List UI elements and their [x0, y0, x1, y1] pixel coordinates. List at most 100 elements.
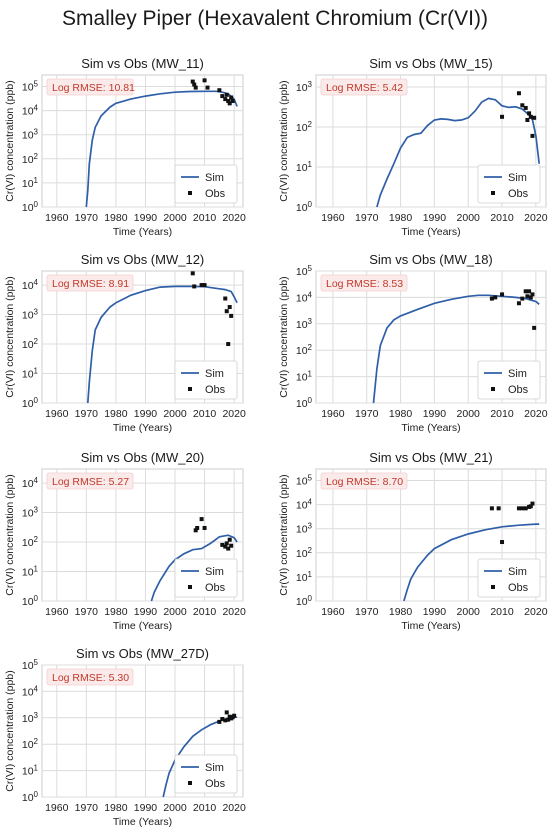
- x-tick-label: 1960: [321, 212, 345, 224]
- obs-point: [202, 78, 207, 83]
- x-tick-label: 2010: [193, 802, 217, 814]
- x-axis-label: Time (Years): [113, 816, 172, 828]
- obs-point: [493, 295, 498, 300]
- obs-point: [496, 506, 501, 511]
- obs-point: [229, 95, 234, 100]
- obs-point: [516, 91, 521, 96]
- x-tick-label: 2020: [222, 212, 246, 224]
- obs-point: [223, 718, 228, 723]
- obs-point: [229, 543, 234, 548]
- obs-point: [227, 101, 232, 106]
- x-tick-label: 1970: [355, 606, 379, 618]
- y-axis-label: Cr(VI) concentration (ppb): [278, 80, 290, 201]
- x-tick-label: 1980: [389, 606, 413, 618]
- x-tick-label: 2000: [163, 408, 187, 420]
- x-axis-label: Time (Years): [113, 226, 172, 238]
- obs-point: [190, 79, 195, 84]
- x-tick-label: 2010: [490, 212, 514, 224]
- y-tick-label: 101: [296, 370, 313, 384]
- sim-line: [86, 285, 238, 404]
- y-tick-label: 101: [22, 367, 39, 381]
- sim-line: [150, 534, 238, 602]
- y-tick-label: 103: [296, 317, 313, 331]
- x-tick-label: 1980: [389, 408, 413, 420]
- rmse-box: [46, 668, 134, 686]
- chart-panel: 1960 1970 1980 1990 2000 2010 2020 100 101 102 103…: [278, 450, 548, 632]
- panel-title: Sim vs Obs (MW_21): [369, 450, 493, 465]
- x-tick-label: 2000: [457, 606, 481, 618]
- obs-point: [226, 717, 231, 722]
- obs-point: [224, 710, 229, 715]
- x-tick-label: 2010: [490, 606, 514, 618]
- obs-point: [195, 525, 200, 530]
- obs-point: [224, 541, 229, 546]
- rmse-annotation: Log RMSE: 8.53: [326, 278, 403, 290]
- obs-point: [192, 82, 197, 87]
- obs-point: [227, 305, 232, 310]
- legend-sim-label: Sim: [205, 368, 224, 380]
- rmse-annotation: Log RMSE: 5.27: [52, 476, 129, 488]
- obs-point: [520, 506, 525, 511]
- chart-panel: 1960 1970 1980 1990 2000 2010 2020 100 101 102 103…: [4, 646, 246, 828]
- y-tick-label: 102: [296, 546, 313, 560]
- obs-point: [193, 528, 198, 533]
- obs-point: [227, 537, 232, 542]
- obs-point: [516, 301, 521, 306]
- obs-point: [532, 115, 537, 120]
- obs-point: [527, 111, 532, 116]
- obs-point: [220, 717, 225, 722]
- sim-line: [376, 97, 541, 208]
- x-tick-label: 1960: [45, 606, 69, 618]
- x-tick-label: 1990: [423, 606, 447, 618]
- legend-obs-swatch: [188, 387, 192, 391]
- x-tick-label: 1960: [321, 408, 345, 420]
- x-tick-label: 1980: [389, 212, 413, 224]
- legend-sim-label: Sim: [205, 762, 224, 774]
- obs-point: [230, 99, 235, 104]
- panel-title: Sim vs Obs (MW_11): [81, 56, 204, 71]
- x-tick-label: 1980: [104, 212, 128, 224]
- y-tick-label: 101: [22, 565, 39, 579]
- obs-point: [205, 85, 210, 90]
- obs-point: [528, 295, 533, 300]
- obs-point: [500, 292, 505, 297]
- x-tick-label: 1990: [134, 802, 158, 814]
- obs-point: [520, 103, 525, 108]
- obs-point: [199, 283, 204, 288]
- y-tick-label: 104: [22, 476, 39, 490]
- obs-point: [530, 501, 535, 506]
- legend-sim-label: Sim: [508, 566, 527, 578]
- rmse-annotation: Log RMSE: 8.91: [52, 278, 129, 290]
- obs-point: [232, 713, 237, 718]
- obs-point: [202, 283, 207, 288]
- obs-point: [500, 540, 505, 545]
- obs-point: [528, 504, 533, 509]
- x-tick-label: 2010: [193, 606, 217, 618]
- y-tick-label: 104: [22, 684, 39, 698]
- x-tick-label: 1990: [134, 606, 158, 618]
- x-tick-label: 2010: [490, 408, 514, 420]
- x-tick-label: 1980: [104, 408, 128, 420]
- x-tick-label: 2020: [222, 606, 246, 618]
- legend-obs-label: Obs: [508, 582, 529, 594]
- legend-obs-swatch: [491, 387, 495, 391]
- x-tick-label: 2000: [163, 212, 187, 224]
- y-tick-label: 100: [22, 396, 39, 410]
- obs-point: [525, 117, 530, 122]
- sim-line: [85, 90, 238, 208]
- y-tick-label: 103: [22, 506, 39, 520]
- x-tick-label: 1960: [45, 212, 69, 224]
- x-tick-label: 1990: [134, 408, 158, 420]
- y-axis-label: Cr(VI) concentration (ppb): [4, 474, 16, 595]
- x-tick-label: 1970: [75, 408, 99, 420]
- legend-sim-label: Sim: [205, 172, 224, 184]
- obs-point: [223, 296, 228, 301]
- obs-point: [530, 292, 535, 297]
- chart-panel: 1960 1970 1980 1990 2000 2010 2020 100 101 102 103…: [4, 252, 246, 434]
- legend-obs-label: Obs: [205, 384, 226, 396]
- chart-panel: 1960 1970 1980 1990 2000 2010 2020 100 101 102 103…: [4, 450, 246, 632]
- x-tick-label: 2000: [163, 802, 187, 814]
- panel-title: Sim vs Obs (MW_27D): [76, 646, 209, 661]
- x-tick-label: 1970: [355, 408, 379, 420]
- rmse-annotation: Log RMSE: 5.42: [326, 82, 403, 94]
